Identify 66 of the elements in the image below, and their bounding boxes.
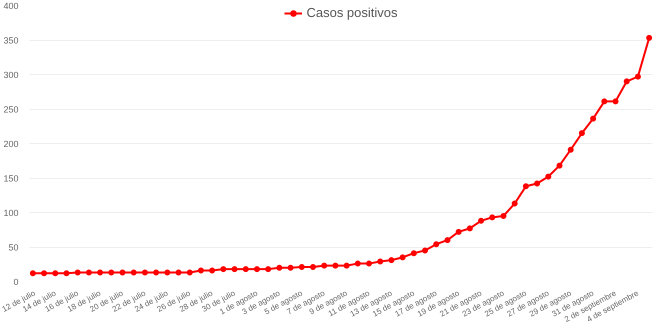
- point: [265, 266, 272, 272]
- point: [41, 270, 48, 276]
- point: [400, 254, 406, 260]
- point: [522, 183, 529, 190]
- y-tick-label: 400: [3, 1, 19, 11]
- point: [568, 146, 574, 153]
- point: [556, 162, 562, 169]
- point: [456, 228, 462, 235]
- y-tick-label: 0: [13, 277, 19, 287]
- point: [466, 225, 473, 232]
- point: [578, 130, 585, 136]
- point: [321, 262, 328, 269]
- point: [254, 266, 260, 272]
- point: [366, 260, 372, 267]
- point: [30, 270, 36, 276]
- point: [545, 174, 552, 180]
- point: [108, 270, 114, 276]
- y-tick-label: 150: [3, 174, 19, 184]
- point: [97, 270, 104, 276]
- point: [209, 267, 216, 274]
- point: [478, 218, 484, 224]
- point: [634, 74, 641, 80]
- point: [422, 247, 428, 254]
- point: [186, 270, 193, 276]
- point: [63, 270, 70, 276]
- point: [198, 267, 204, 274]
- point: [232, 266, 238, 272]
- point: [534, 180, 540, 187]
- point: [153, 270, 160, 276]
- point: [624, 78, 630, 84]
- point: [344, 262, 350, 269]
- point: [512, 200, 518, 207]
- y-tick-label: 50: [8, 242, 19, 252]
- point: [590, 116, 596, 122]
- y-tick-label: 350: [3, 36, 19, 46]
- legend-label: Casos positivos: [306, 5, 398, 20]
- point: [646, 34, 652, 41]
- point: [612, 98, 619, 104]
- point: [120, 270, 126, 276]
- point: [276, 264, 282, 271]
- point: [377, 258, 384, 264]
- y-tick-label: 250: [3, 104, 19, 114]
- point: [410, 250, 417, 256]
- point: [220, 266, 226, 272]
- point: [242, 266, 249, 272]
- y-tick-label: 100: [3, 208, 19, 218]
- point: [164, 270, 170, 276]
- point: [288, 264, 294, 271]
- point: [52, 270, 58, 276]
- point: [500, 212, 506, 219]
- point: [388, 257, 394, 264]
- point: [310, 264, 316, 270]
- point: [74, 270, 81, 276]
- point: [444, 237, 450, 244]
- point: [332, 262, 338, 269]
- y-tick-label: 200: [3, 139, 19, 149]
- point: [489, 214, 496, 220]
- y-tick-label: 300: [3, 70, 19, 80]
- point: [354, 260, 361, 267]
- point: [298, 264, 305, 270]
- point: [601, 98, 608, 104]
- point: [130, 270, 137, 276]
- point: [176, 270, 182, 276]
- point: [86, 270, 92, 276]
- point: [433, 241, 440, 248]
- point: [142, 270, 148, 276]
